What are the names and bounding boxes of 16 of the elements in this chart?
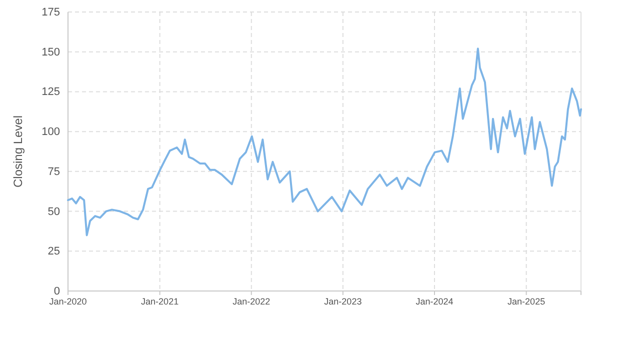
x-tick-label: Jan-2021 [141,296,179,306]
x-tick-label: Jan-2020 [49,296,87,306]
line-series [67,48,582,236]
y-tick-label: 0 [54,286,60,298]
y-tick-label: 50 [48,206,60,218]
y-tick-label: 75 [48,166,60,178]
y-tick-label: 125 [42,86,60,98]
x-tick-label: Jan-2022 [232,296,270,306]
y-tick-label: 175 [42,6,60,19]
x-tick-label: Jan-2024 [416,296,454,306]
y-tick-label: 150 [42,46,60,58]
y-tick-label: 25 [48,246,60,258]
y-tick-label: 100 [42,126,60,138]
y-axis-title: Closing Level [11,115,25,188]
x-tick-label: Jan-2025 [508,296,546,306]
x-tick-label: Jan-2023 [324,296,362,306]
